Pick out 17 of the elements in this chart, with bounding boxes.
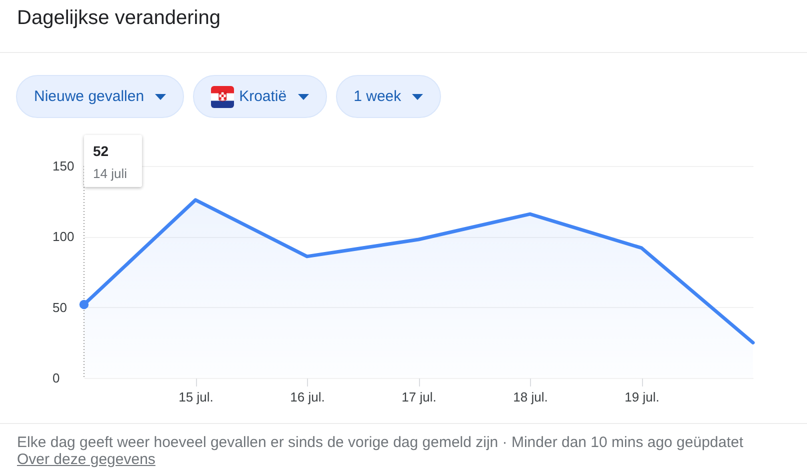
x-tick-label: 18 jul. xyxy=(513,390,548,404)
dropdown-button: Kroatië xyxy=(193,75,327,118)
dropdown-button: 1 week xyxy=(336,75,442,118)
text: Elke dag geeft weer hoeveel gevallen er sinds de vorige dag gemeld zijn · Minder dan 10 mins ago geüpdatet xyxy=(17,434,744,451)
annotation: 14 juli xyxy=(93,166,128,182)
x-tick-label: 15 jul. xyxy=(178,390,214,404)
text: Over deze gegevens xyxy=(17,451,156,468)
y-tick-label: 0 xyxy=(52,370,60,386)
x-tick-label: 16 jul. xyxy=(290,390,325,404)
y-tick-label: 100 xyxy=(52,229,74,244)
tooltip-box: 52 14 juli xyxy=(84,135,142,187)
x-tick-label: 17 jul. xyxy=(402,390,436,404)
dropdown-button: Nieuwe gevallen xyxy=(16,75,184,118)
x-tick-label: 19 jul. xyxy=(624,390,660,404)
y-tick-label: 150 xyxy=(52,158,74,174)
y-tick-label: 50 xyxy=(52,300,67,315)
chart-title: Dagelijkse verandering xyxy=(17,7,220,30)
